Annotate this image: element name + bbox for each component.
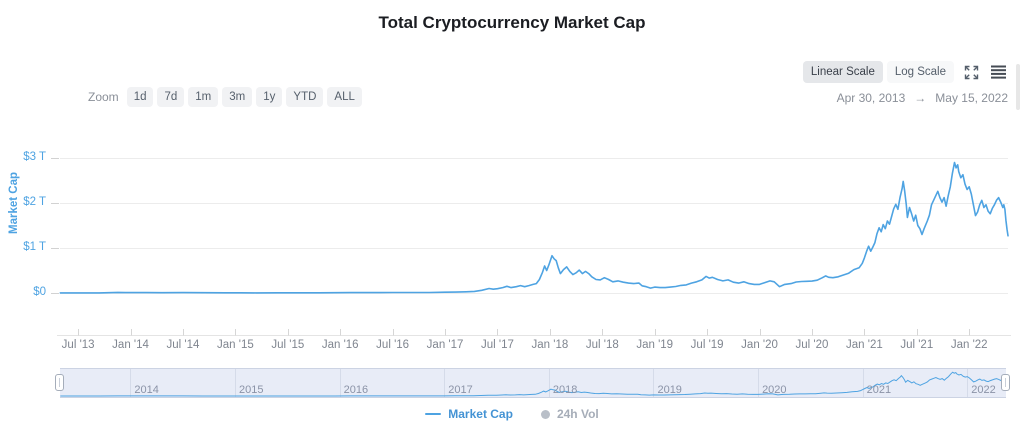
fullscreen-icon-glyph	[964, 65, 979, 79]
fullscreen-icon[interactable]	[963, 64, 980, 81]
x-axis-label: Jan '15	[217, 339, 254, 351]
legend-item-market-cap[interactable]: Market Cap	[425, 407, 513, 421]
zoom-button-group: 1d 7d 1m 3m 1y YTD ALL	[126, 87, 362, 107]
x-axis-label: Jan '18	[531, 339, 569, 351]
zoom-button-3m[interactable]: 3m	[222, 87, 253, 107]
x-axis-label: Jan '19	[636, 339, 674, 351]
navigator-year-label: 2022	[971, 384, 996, 396]
date-range-end: May 15, 2022	[935, 91, 1008, 105]
legend-circle-marker	[540, 409, 550, 419]
zoom-button-ytd[interactable]: YTD	[286, 87, 324, 107]
x-axis-label: Jan '16	[321, 339, 359, 351]
zoom-button-1d[interactable]: 1d	[126, 87, 154, 107]
x-axis-label: Jul '16	[376, 339, 410, 351]
zoom-button-all[interactable]: ALL	[327, 87, 362, 107]
x-axis-label: Jul '20	[795, 339, 829, 351]
legend-item-label: 24h Vol	[556, 407, 599, 421]
scrollbar-thumb[interactable]	[1016, 64, 1020, 110]
navigator-year-label: 2015	[239, 384, 264, 396]
navigator-year-label: 2020	[762, 384, 787, 396]
zoom-button-1m[interactable]: 1m	[188, 87, 219, 107]
hamburger-menu-icon-glyph	[991, 65, 1006, 79]
date-range: Apr 30, 2013 → May 15, 2022	[837, 91, 1008, 105]
zoom-button-7d[interactable]: 7d	[157, 87, 185, 107]
x-axis-label: Jul '18	[585, 339, 619, 351]
x-axis-label: Jul '21	[900, 339, 934, 351]
x-axis-label: Jan '17	[426, 339, 464, 351]
navigator-year-label: 2018	[552, 384, 578, 396]
linear-scale-button[interactable]: Linear Scale	[802, 61, 883, 83]
date-range-start: Apr 30, 2013	[836, 91, 906, 105]
scale-button-group: Linear Scale Log Scale	[802, 61, 954, 83]
navigator-range-selector[interactable]	[60, 368, 1006, 398]
arrow-right-icon: →	[914, 91, 927, 105]
x-axis-label: Jul '13	[61, 339, 95, 351]
x-axis-label: Jul '15	[271, 339, 305, 351]
navigator-left-handle[interactable]	[55, 374, 64, 391]
zoom-button-1y[interactable]: 1y	[256, 87, 283, 107]
y-axis-label: $2 T	[23, 196, 46, 208]
chart-legend: Market Cap 24h Vol	[0, 407, 1024, 421]
navigator-right-handle[interactable]	[1001, 374, 1010, 391]
navigator-year-label: 2021	[866, 384, 892, 396]
legend-line-marker	[425, 413, 442, 415]
x-axis-label: Jan '21	[846, 339, 883, 351]
hamburger-menu-icon[interactable]	[989, 64, 1008, 80]
x-axis-label: Jul '17	[481, 339, 514, 351]
x-axis-label: Jan '22	[950, 339, 988, 351]
legend-item-label: Market Cap	[448, 407, 513, 421]
y-axis-label: $0	[33, 286, 46, 298]
y-axis-label: $1 T	[23, 241, 46, 253]
scale-toggle-group: Linear Scale Log Scale	[802, 61, 1008, 83]
y-axis-label: $3 T	[23, 151, 46, 163]
x-axis-label: Jan '20	[741, 339, 778, 351]
navigator-year-label: 2014	[134, 384, 159, 396]
navigator-year-label: 2017	[448, 384, 473, 396]
navigator-year-label: 2016	[343, 384, 369, 396]
zoom-label: Zoom	[88, 90, 119, 104]
legend-item-24h-vol[interactable]: 24h Vol	[540, 407, 599, 421]
x-axis-label: Jan '14	[112, 339, 149, 351]
x-axis-label: Jul '14	[166, 339, 200, 351]
x-axis-label: Jul '19	[690, 339, 724, 351]
zoom-controls: Zoom 1d 7d 1m 3m 1y YTD ALL	[88, 87, 362, 107]
page-title: Total Cryptocurrency Market Cap	[378, 13, 646, 32]
navigator-year-label: 2019	[657, 384, 682, 396]
log-scale-button[interactable]: Log Scale	[886, 61, 954, 83]
